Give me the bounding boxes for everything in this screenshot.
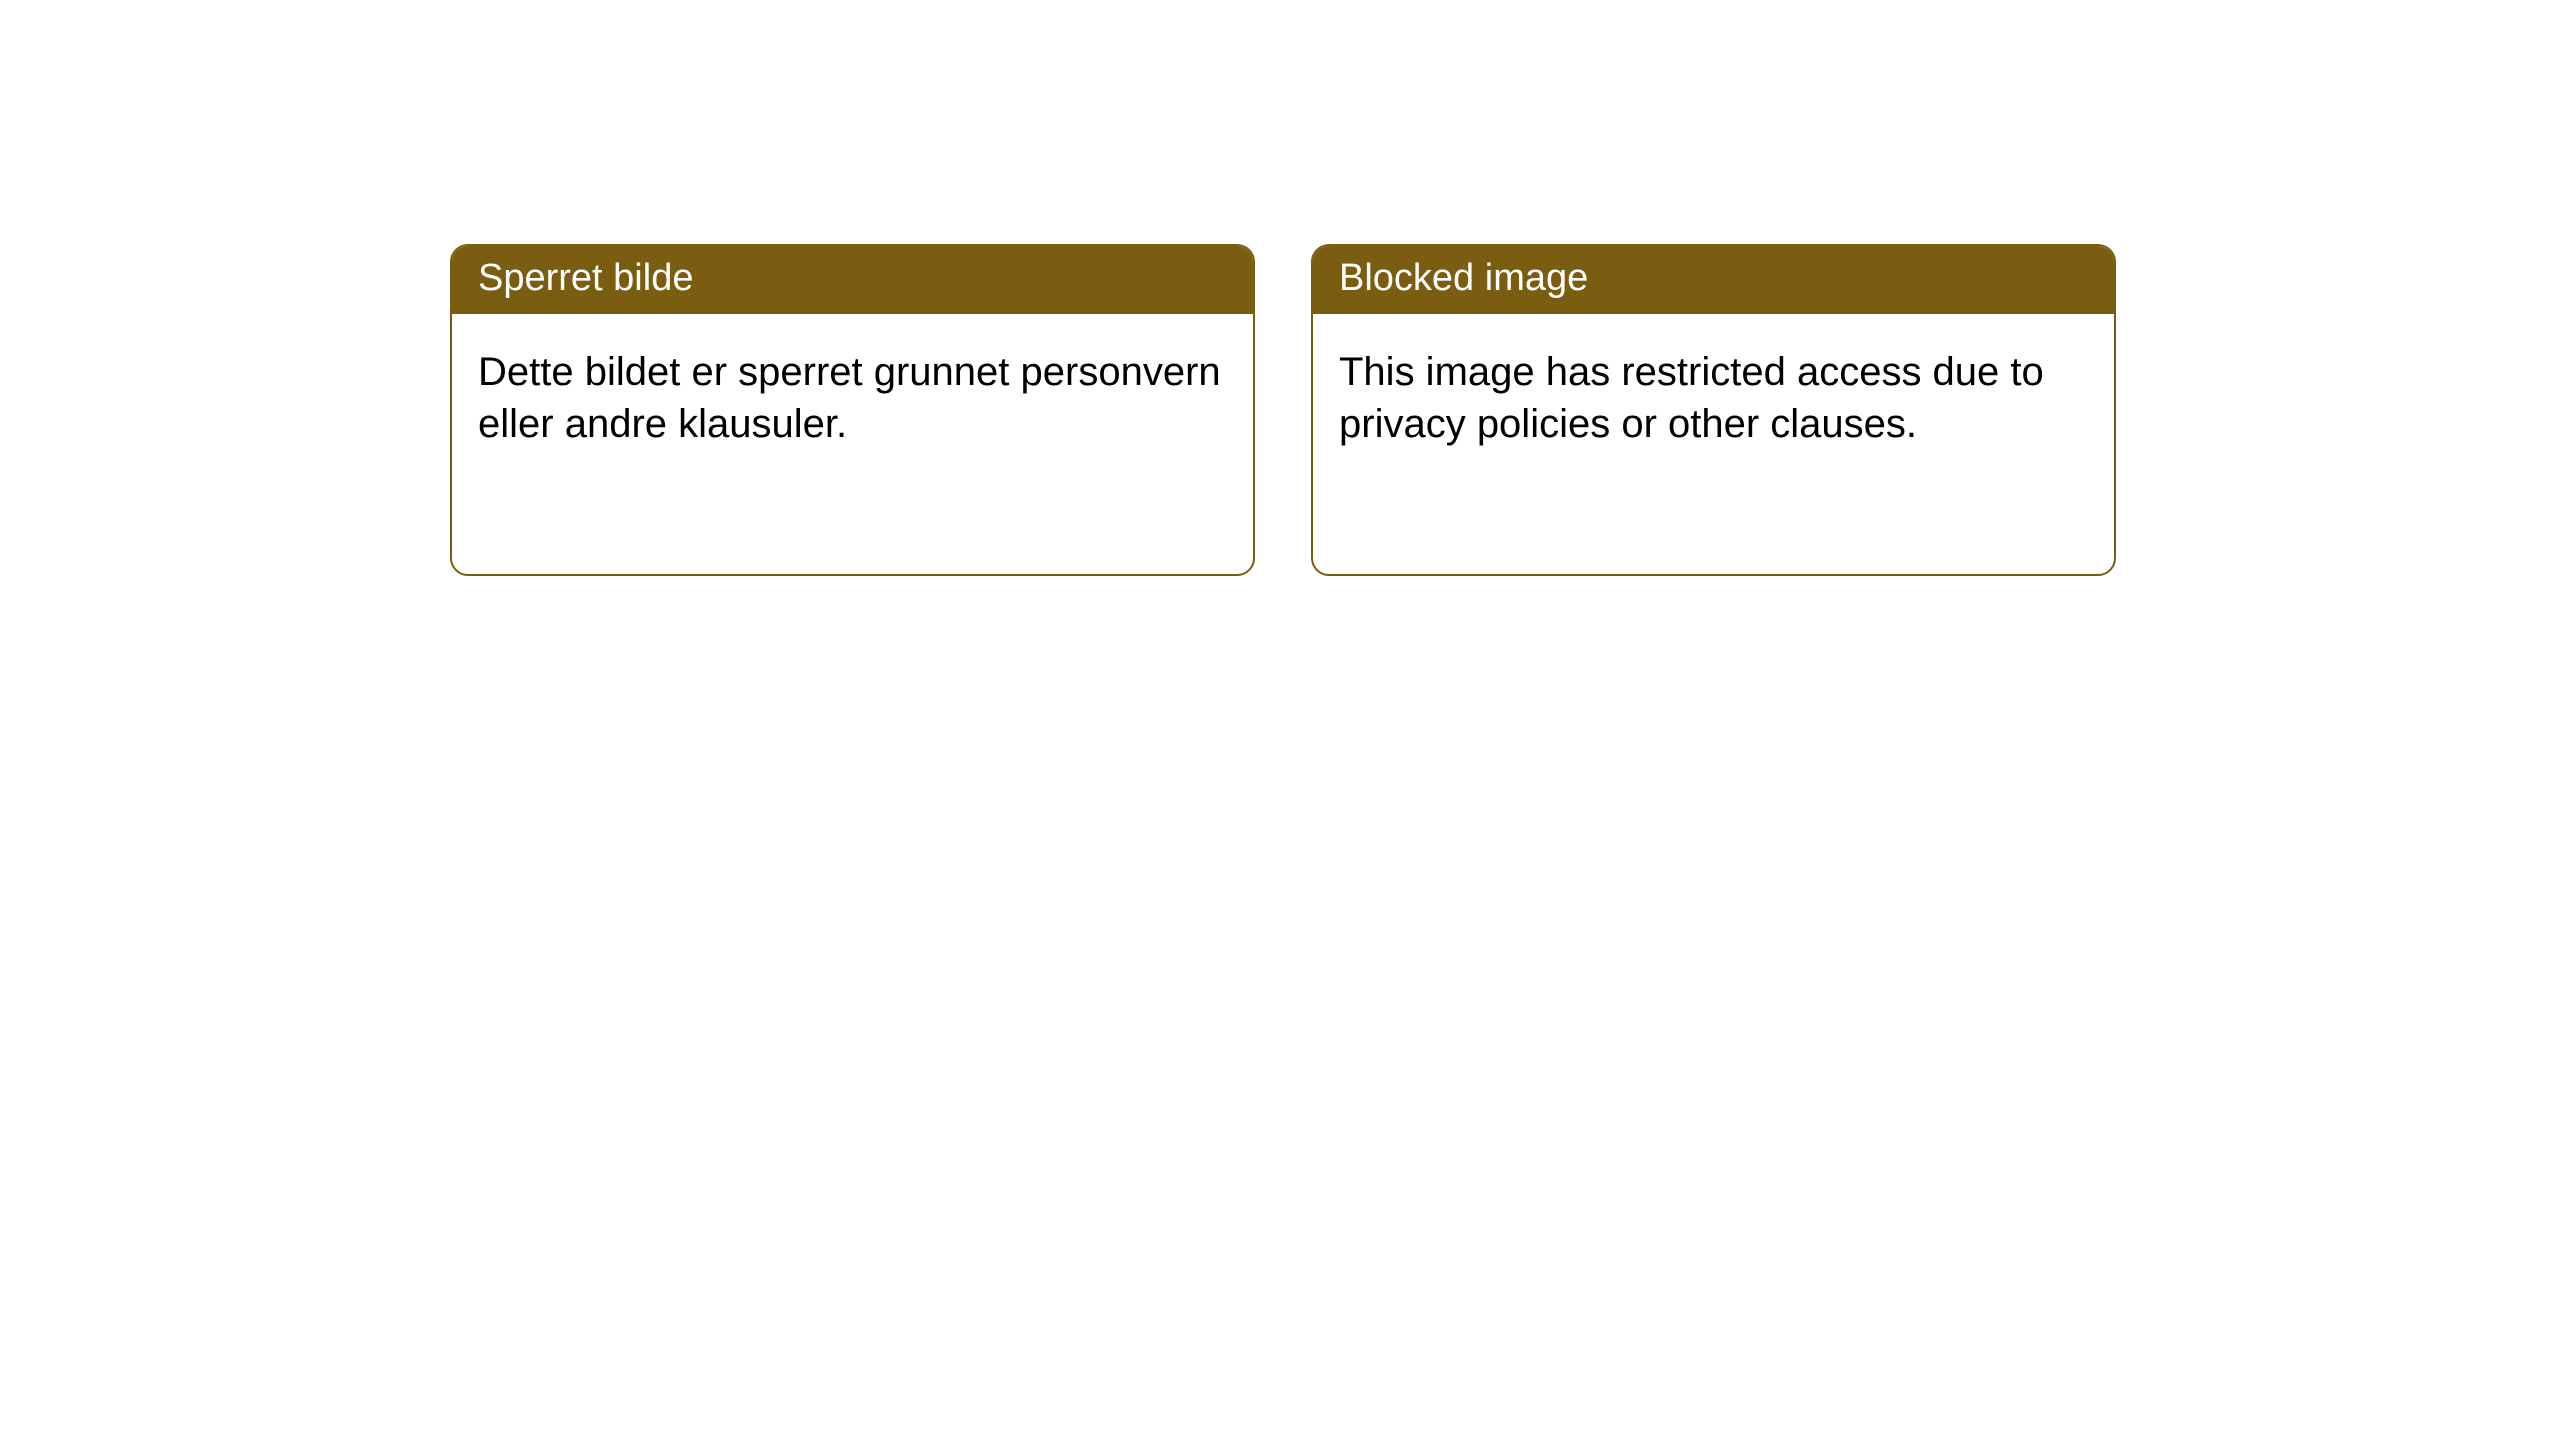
notice-card-norwegian: Sperret bilde Dette bildet er sperret gr… [450, 244, 1255, 576]
notice-card-english: Blocked image This image has restricted … [1311, 244, 2116, 576]
notice-body: This image has restricted access due to … [1313, 314, 2114, 482]
notice-title: Sperret bilde [452, 246, 1253, 314]
notice-body: Dette bildet er sperret grunnet personve… [452, 314, 1253, 482]
notice-container: Sperret bilde Dette bildet er sperret gr… [0, 0, 2560, 576]
notice-title: Blocked image [1313, 246, 2114, 314]
